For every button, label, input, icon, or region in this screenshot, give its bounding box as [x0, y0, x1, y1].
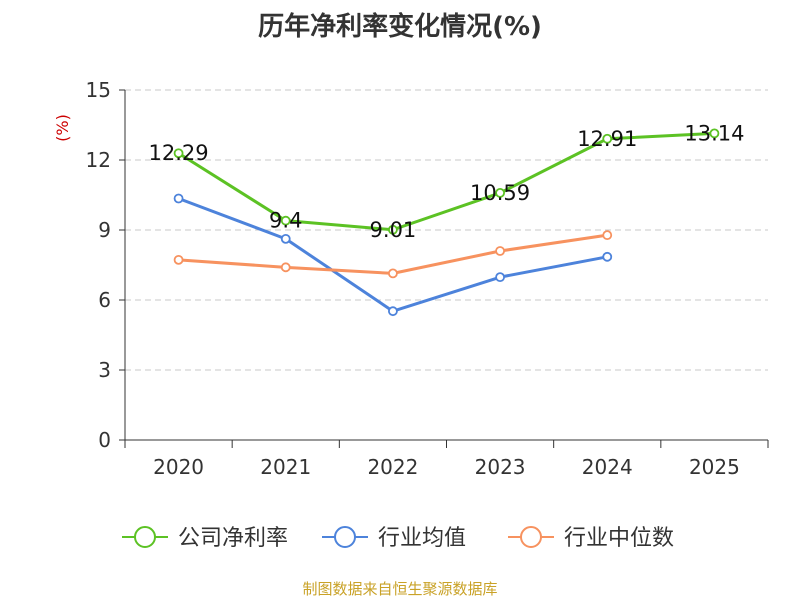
- data-point: [388, 268, 398, 279]
- y-axis-label: (%): [53, 114, 72, 142]
- x-tick-label: 2022: [367, 455, 418, 479]
- data-point: [173, 148, 184, 159]
- chart-title: 历年净利率变化情况(%): [258, 12, 542, 42]
- legend-marker: [134, 526, 156, 548]
- data-point: [173, 254, 184, 265]
- legend-label: 行业中位数: [564, 526, 674, 551]
- data-label: 10.59: [470, 181, 530, 205]
- data-point: [495, 187, 505, 198]
- x-tick-label: 2020: [153, 455, 204, 479]
- legend: 公司净利率 行业均值 行业中位数: [122, 526, 674, 551]
- y-tick-label: 12: [86, 148, 111, 172]
- y-tick-label: 9: [98, 218, 111, 242]
- data-label: 9.4: [269, 209, 302, 233]
- axes: 0 3 6 9 12 15 2020 2021 2022 2023 2024 2025 (%): [53, 78, 769, 479]
- x-tick-label: 2025: [689, 455, 740, 479]
- legend-label: 行业均值: [378, 526, 466, 551]
- data-point: [388, 224, 398, 235]
- data-label: 12.91: [577, 127, 637, 151]
- data-point: [709, 128, 720, 139]
- x-tick-label: 2023: [475, 455, 526, 479]
- grid-lines: [125, 89, 768, 371]
- legend-marker: [520, 526, 542, 548]
- series-line-0: [177, 131, 715, 232]
- data-point: [602, 251, 613, 262]
- y-tick-label: 6: [98, 288, 111, 312]
- data-point: [173, 193, 184, 204]
- data-point: [280, 233, 291, 244]
- data-point: [280, 215, 291, 226]
- data-point: [280, 262, 291, 273]
- legend-marker: [334, 526, 356, 548]
- data-point: [602, 230, 613, 241]
- data-label: 13.14: [684, 121, 744, 145]
- legend-label: 公司净利率: [178, 526, 288, 551]
- y-tick-label: 0: [98, 428, 111, 452]
- data-point: [388, 306, 398, 317]
- series-lines: [173, 128, 720, 317]
- x-tick-label: 2021: [260, 455, 311, 479]
- source-note: 制图数据来自恒生聚源数据库: [302, 580, 498, 598]
- data-label: 9.01: [370, 218, 417, 242]
- data-label: 12.29: [149, 141, 209, 165]
- y-tick-label: 15: [86, 78, 111, 102]
- data-labels: 12.29 9.4 9.01 10.59 12.91 13.14: [149, 121, 745, 241]
- data-point: [602, 133, 613, 144]
- series-line-1: [178, 197, 608, 313]
- data-point: [495, 246, 505, 256]
- y-tick-label: 3: [98, 358, 111, 382]
- x-tick-label: 2024: [582, 455, 633, 479]
- data-point: [495, 272, 505, 283]
